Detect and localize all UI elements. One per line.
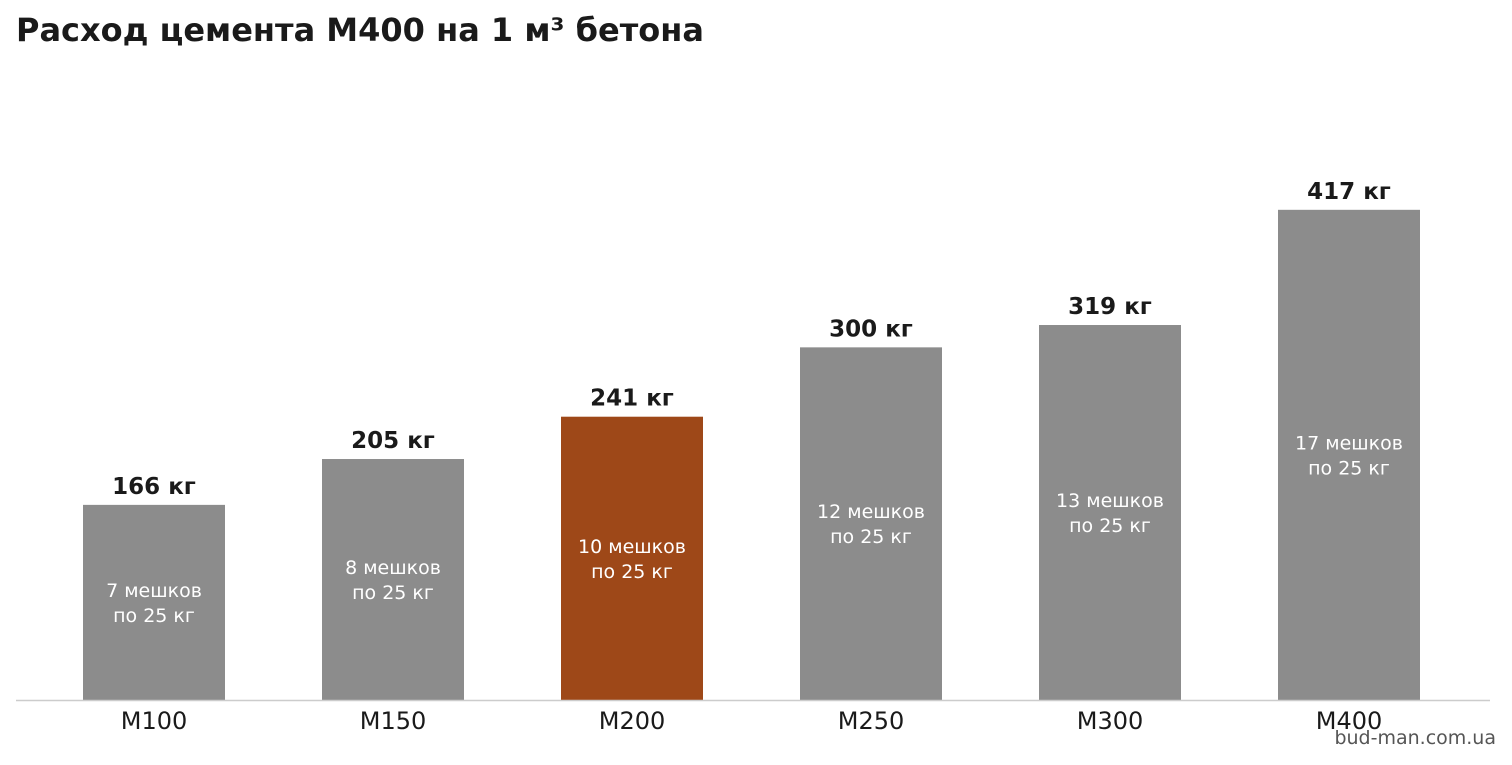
value-label: 319 кг bbox=[1068, 294, 1152, 320]
bar-inner-label: 10 мешков bbox=[578, 536, 686, 558]
bar-inner-label: по 25 кг bbox=[113, 605, 195, 627]
x-tick-label: М100 bbox=[121, 707, 188, 735]
bar-inner-label: 8 мешков bbox=[345, 557, 441, 579]
bar-inner-label: по 25 кг bbox=[1069, 515, 1151, 537]
value-label: 300 кг bbox=[829, 316, 913, 342]
value-label: 417 кг bbox=[1307, 179, 1391, 205]
chart-title: Расход цемента М400 на 1 м³ бетона bbox=[16, 11, 704, 49]
x-tick-label: М300 bbox=[1077, 707, 1144, 735]
bar-inner-label: по 25 кг bbox=[830, 526, 912, 548]
bar bbox=[83, 504, 225, 700]
bar-inner-label: 12 мешков bbox=[817, 501, 925, 523]
x-tick-labels: М100 М150 М200 М250 М300 М400 bbox=[121, 707, 1383, 735]
x-tick-label: М150 bbox=[360, 707, 427, 735]
x-tick-label: М400 bbox=[1316, 707, 1383, 735]
bar-inner-label: по 25 кг bbox=[591, 561, 673, 583]
bar-inner-label: 7 мешков bbox=[106, 580, 202, 602]
x-tick-label: М250 bbox=[838, 707, 905, 735]
bar bbox=[1039, 325, 1181, 700]
bar bbox=[322, 459, 464, 700]
bar bbox=[800, 347, 942, 700]
bar-inner-label: 17 мешков bbox=[1295, 432, 1403, 454]
value-label: 241 кг bbox=[590, 386, 674, 412]
value-label: 205 кг bbox=[351, 428, 435, 454]
bar-inner-label: по 25 кг bbox=[1308, 457, 1390, 479]
value-label: 166 кг bbox=[112, 474, 196, 500]
bar-inner-label: по 25 кг bbox=[352, 582, 434, 604]
bar bbox=[561, 416, 703, 700]
x-tick-label: М200 bbox=[599, 707, 666, 735]
labels-layer: 166 кг 7 мешков по 25 кг 205 кг 8 мешков по 2… bbox=[106, 179, 1403, 627]
bar bbox=[1278, 209, 1420, 700]
bar-inner-label: 13 мешков bbox=[1056, 490, 1164, 512]
bars-layer bbox=[83, 209, 1420, 700]
watermark-text: bud-man.com.ua bbox=[1334, 727, 1496, 749]
